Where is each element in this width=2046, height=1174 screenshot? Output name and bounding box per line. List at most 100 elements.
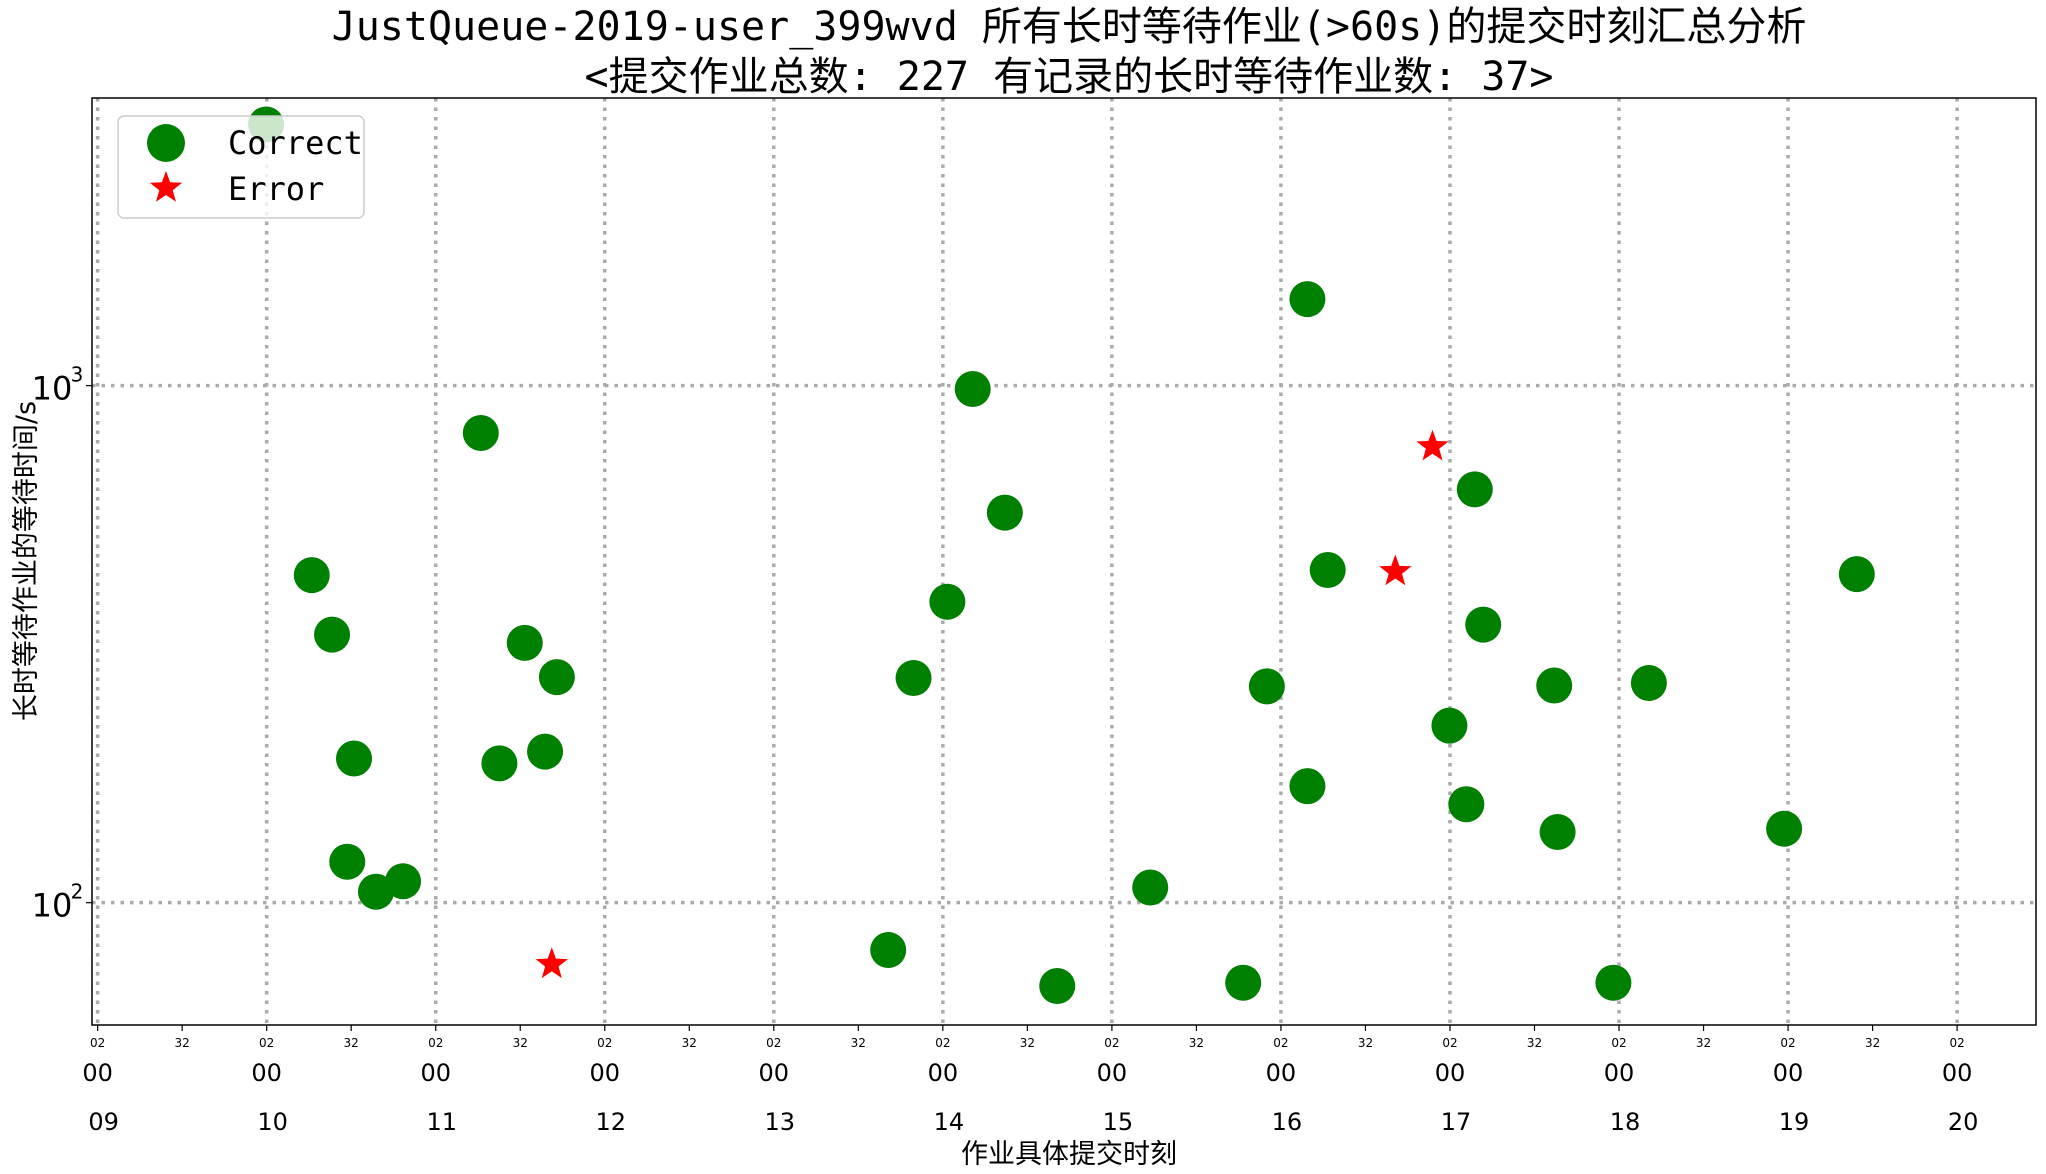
x-tick-label-minutes: 00 [1435, 1059, 1466, 1087]
x-tick-label-minutes: 00 [251, 1059, 282, 1087]
x-axis-ticks: 02 00 09 32 02 00 10 32 02 00 11 32 02 00 12 32 02 00 13 32… [82, 1025, 1978, 1136]
data-points [248, 106, 1875, 1005]
x-tick-label-seconds: 32 [1358, 1036, 1373, 1050]
data-point-correct [1289, 281, 1326, 318]
data-point-error [1416, 429, 1449, 461]
x-tick-label-seconds: 32 [175, 1036, 190, 1050]
x-tick-label-seconds: 02 [1949, 1036, 1964, 1050]
y-tick-label-exponent: 2 [71, 880, 84, 904]
x-tick-label-hour: 14 [934, 1108, 965, 1136]
data-point-correct [895, 659, 932, 696]
grid-lines [92, 98, 2036, 1025]
data-point-correct [527, 733, 564, 770]
data-point-error [535, 947, 568, 979]
x-tick-label-seconds: 32 [1865, 1036, 1880, 1050]
data-point-correct [1309, 551, 1346, 588]
data-point-correct [538, 659, 575, 696]
x-tick-label-seconds: 32 [1696, 1036, 1711, 1050]
data-point-correct [357, 873, 394, 910]
data-point-error [1379, 554, 1412, 586]
legend: Correct Error [117, 115, 365, 219]
y-tick-label-exponent: 3 [71, 363, 84, 387]
data-point-correct [1225, 964, 1262, 1001]
data-point-correct [481, 745, 518, 782]
data-point-correct [1595, 964, 1632, 1001]
data-point-correct [1465, 606, 1502, 643]
data-point-correct [1536, 667, 1573, 704]
x-tick-label-seconds: 02 [1780, 1036, 1795, 1050]
data-point-correct [329, 843, 366, 880]
y-tick-label: 10 [32, 887, 73, 925]
x-tick-label-hour: 11 [426, 1108, 457, 1136]
data-point-correct [1431, 707, 1468, 744]
legend-correct-label: Correct [228, 124, 363, 162]
y-tick-label: 10 [32, 370, 73, 408]
x-tick-label-seconds: 02 [1442, 1036, 1457, 1050]
chart-subtitle: <提交作业总数: 227 有记录的长时等待作业数: 37> [585, 54, 1554, 100]
x-tick-label-minutes: 00 [82, 1059, 113, 1087]
x-tick-label-minutes: 00 [1604, 1059, 1635, 1087]
x-tick-label-seconds: 02 [90, 1036, 105, 1050]
data-point-correct [986, 494, 1023, 531]
y-axis-label: 长时等待作业的等待时间/s [11, 401, 42, 721]
data-point-correct [1248, 668, 1285, 705]
chart-title: JustQueue-2019-user_399wvd 所有长时等待作业(>60s… [332, 4, 1807, 50]
x-tick-label-seconds: 02 [766, 1036, 781, 1050]
data-point-correct [1630, 664, 1667, 701]
x-tick-label-seconds: 32 [1527, 1036, 1542, 1050]
data-point-correct [1132, 869, 1169, 906]
x-tick-label-minutes: 00 [1773, 1059, 1804, 1087]
x-tick-label-seconds: 02 [597, 1036, 612, 1050]
plot-area [91, 97, 2037, 1026]
data-point-correct [870, 931, 907, 968]
data-point-correct [1456, 471, 1493, 508]
x-tick-label-hour: 19 [1779, 1108, 1810, 1136]
legend-error-marker [149, 171, 183, 202]
x-tick-label-seconds: 02 [1611, 1036, 1626, 1050]
data-point-correct [929, 583, 966, 620]
x-tick-label-minutes: 00 [1097, 1059, 1128, 1087]
data-point-correct [954, 371, 991, 408]
data-point-correct [336, 740, 373, 777]
x-tick-label-seconds: 32 [513, 1036, 528, 1050]
x-tick-label-hour: 10 [257, 1108, 288, 1136]
x-tick-label-seconds: 02 [428, 1036, 443, 1050]
x-tick-label-minutes: 00 [1942, 1059, 1973, 1087]
x-tick-label-seconds: 32 [1189, 1036, 1204, 1050]
x-axis-label: 作业具体提交时刻 [961, 1139, 1177, 1170]
data-point-correct [1448, 786, 1485, 823]
x-tick-label-seconds: 32 [851, 1036, 866, 1050]
x-tick-label-minutes: 00 [928, 1059, 959, 1087]
x-tick-label-hour: 16 [1272, 1108, 1303, 1136]
x-tick-label-minutes: 00 [759, 1059, 790, 1087]
data-point-correct [1766, 810, 1803, 847]
x-tick-label-seconds: 32 [344, 1036, 359, 1050]
data-point-correct [1838, 556, 1875, 593]
x-tick-label-seconds: 02 [1104, 1036, 1119, 1050]
data-point-correct [314, 616, 351, 653]
x-tick-label-minutes: 00 [420, 1059, 451, 1087]
x-tick-label-hour: 13 [765, 1108, 796, 1136]
x-tick-label-minutes: 00 [1266, 1059, 1297, 1087]
legend-correct-marker [147, 124, 185, 162]
x-tick-label-seconds: 02 [259, 1036, 274, 1050]
legend-error-label: Error [228, 170, 324, 208]
data-point-correct [506, 624, 543, 661]
data-point-correct [1039, 968, 1076, 1005]
x-tick-label-hour: 12 [595, 1108, 626, 1136]
x-tick-label-hour: 20 [1948, 1108, 1979, 1136]
x-tick-label-minutes: 00 [589, 1059, 620, 1087]
x-tick-label-hour: 15 [1103, 1108, 1134, 1136]
x-tick-label-hour: 17 [1441, 1108, 1472, 1136]
x-tick-label-hour: 09 [88, 1108, 119, 1136]
x-tick-label-hour: 18 [1610, 1108, 1641, 1136]
data-point-correct [462, 414, 499, 451]
x-tick-label-seconds: 02 [935, 1036, 950, 1050]
data-point-correct [1289, 768, 1326, 805]
x-tick-label-seconds: 32 [682, 1036, 697, 1050]
x-tick-label-seconds: 32 [1020, 1036, 1035, 1050]
data-point-correct [1539, 813, 1576, 850]
data-point-correct [385, 863, 422, 900]
